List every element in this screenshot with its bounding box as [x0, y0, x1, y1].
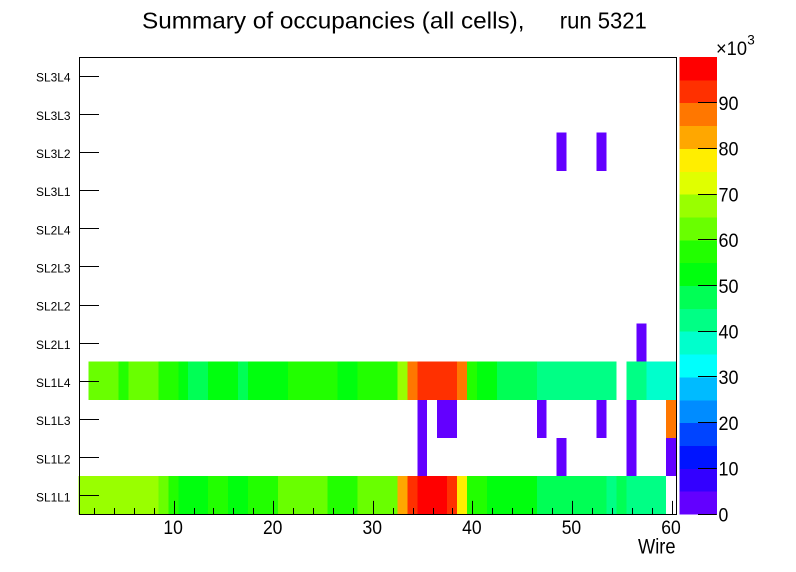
- svg-text:0: 0: [719, 504, 729, 526]
- svg-text:10: 10: [163, 517, 183, 539]
- svg-text:Summary of occupancies (all ce: Summary of occupancies (all cells),: [142, 8, 525, 34]
- svg-text:30: 30: [363, 517, 383, 539]
- svg-text:60: 60: [719, 230, 739, 252]
- svg-text:50: 50: [562, 517, 582, 539]
- svg-text:20: 20: [263, 517, 283, 539]
- svg-text:SL1L2: SL1L2: [36, 452, 71, 466]
- svg-text:SL1L3: SL1L3: [36, 414, 71, 428]
- svg-text:SL3L1: SL3L1: [36, 185, 71, 199]
- svg-text:10: 10: [719, 459, 739, 481]
- svg-text:SL2L2: SL2L2: [36, 300, 71, 314]
- svg-text:SL3L2: SL3L2: [36, 147, 71, 161]
- svg-text:3: 3: [747, 33, 755, 48]
- svg-text:SL3L4: SL3L4: [36, 71, 71, 85]
- svg-text:70: 70: [719, 184, 739, 206]
- svg-text:30: 30: [719, 367, 739, 389]
- svg-text:SL2L3: SL2L3: [36, 262, 71, 276]
- svg-text:20: 20: [719, 413, 739, 435]
- svg-text:SL1L4: SL1L4: [36, 376, 71, 390]
- svg-text:SL3L3: SL3L3: [36, 109, 71, 123]
- svg-text:80: 80: [719, 139, 739, 161]
- svg-text:40: 40: [462, 517, 482, 539]
- svg-text:50: 50: [719, 276, 739, 298]
- svg-text:SL2L1: SL2L1: [36, 338, 71, 352]
- svg-text:90: 90: [719, 93, 739, 115]
- svg-text:×10: ×10: [716, 38, 747, 60]
- svg-text:Wire: Wire: [638, 536, 676, 559]
- svg-text:SL1L1: SL1L1: [36, 491, 71, 505]
- svg-text:SL2L4: SL2L4: [36, 223, 71, 237]
- svg-text:40: 40: [719, 322, 739, 344]
- svg-text:60: 60: [661, 517, 681, 539]
- svg-text:run 5321: run 5321: [560, 8, 647, 34]
